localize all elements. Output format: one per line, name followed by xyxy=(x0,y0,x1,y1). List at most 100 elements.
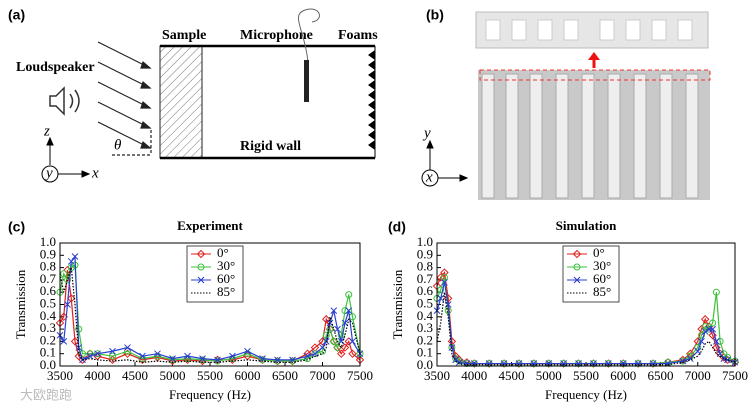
marker xyxy=(700,315,710,324)
marker xyxy=(274,357,281,365)
y-tick-label: 0.6 xyxy=(40,283,57,298)
axes-icon-b xyxy=(421,139,469,187)
marker xyxy=(709,319,717,327)
y-axis-label: Transmission xyxy=(13,269,28,339)
marker xyxy=(686,349,695,358)
y-tick-label: 0.7 xyxy=(40,271,57,286)
marker xyxy=(67,294,76,303)
marker xyxy=(724,356,731,364)
y-tick-label: 0.1 xyxy=(40,345,56,360)
marker xyxy=(437,294,445,302)
marker xyxy=(60,338,68,345)
marker xyxy=(341,307,349,315)
speaker-icon xyxy=(49,86,80,116)
legend-label: 0° xyxy=(593,245,605,260)
marker xyxy=(311,350,319,358)
marker xyxy=(229,352,236,360)
legend-label: 85° xyxy=(217,284,235,299)
plot-frame xyxy=(436,242,736,367)
marker xyxy=(337,331,345,339)
panel-label: (c) xyxy=(8,219,25,235)
x-tick-label: 6000 xyxy=(235,368,261,383)
marker xyxy=(259,356,266,364)
y-tick-label: 1.0 xyxy=(417,234,433,249)
legend-marker xyxy=(572,249,582,259)
panel-label: (b) xyxy=(426,7,444,23)
marker xyxy=(169,355,176,362)
legend-marker xyxy=(573,263,581,271)
marker xyxy=(448,344,456,351)
marker xyxy=(303,349,312,358)
structure-image xyxy=(475,11,711,200)
marker xyxy=(440,268,449,277)
marker xyxy=(75,325,83,333)
legend-label: 60° xyxy=(593,271,611,286)
series-line xyxy=(59,267,361,363)
x-tick-label: 6000 xyxy=(610,368,636,383)
x-tick-label: 3500 xyxy=(47,368,73,383)
series-line xyxy=(59,254,361,361)
marker xyxy=(214,356,221,364)
marker xyxy=(437,286,445,294)
marker xyxy=(712,343,721,352)
marker xyxy=(289,357,296,365)
x-tick-label: 7000 xyxy=(310,368,336,383)
marker xyxy=(79,350,86,358)
marker xyxy=(345,307,353,315)
x-tick-label: 6500 xyxy=(272,368,298,383)
marker xyxy=(701,328,709,335)
y-tick-label: 0.3 xyxy=(417,320,433,335)
y-tick-label: 0.7 xyxy=(417,271,434,286)
marker xyxy=(139,352,146,360)
panel-label: (a) xyxy=(8,7,25,23)
rigid-wall-label: Rigid wall xyxy=(240,139,301,154)
marker xyxy=(349,338,356,345)
marker xyxy=(697,331,705,339)
y-tick-label: 0.3 xyxy=(40,320,56,335)
y-tick-label: 0.6 xyxy=(417,283,434,298)
marker xyxy=(698,338,705,345)
marker xyxy=(71,253,79,260)
marker xyxy=(199,355,206,362)
marker xyxy=(440,273,448,281)
sample-label: Sample xyxy=(162,28,206,43)
marker xyxy=(326,325,334,333)
legend-label: 85° xyxy=(593,284,611,299)
marker xyxy=(109,352,116,360)
marker xyxy=(64,276,71,284)
y-tick-label: 0.5 xyxy=(40,295,56,310)
marker xyxy=(330,337,338,345)
marker xyxy=(337,349,346,358)
marker xyxy=(436,273,445,282)
marker xyxy=(708,331,717,340)
marker xyxy=(259,355,266,362)
axis-z-label: z xyxy=(43,123,50,139)
series-line xyxy=(59,264,361,362)
theta-label: θ xyxy=(114,137,122,153)
marker xyxy=(345,291,353,299)
marker xyxy=(334,344,341,352)
marker xyxy=(154,350,161,358)
y-tick-label: 1.0 xyxy=(40,234,56,249)
loudspeaker-label: Loudspeaker xyxy=(16,60,95,75)
y-tick-label: 0.2 xyxy=(417,332,433,347)
marker xyxy=(452,356,459,364)
y-tick-label: 0.5 xyxy=(417,295,433,310)
chart-title: Experiment xyxy=(177,218,243,233)
marker xyxy=(340,343,350,352)
marker xyxy=(709,325,717,333)
axis-x-label: x xyxy=(425,169,433,185)
y-tick-label: 0.9 xyxy=(417,246,433,261)
marker xyxy=(716,350,724,358)
marker xyxy=(322,338,330,345)
axis-x-label: x xyxy=(91,165,99,181)
marker xyxy=(334,325,341,333)
x-tick-label: 7500 xyxy=(347,368,373,383)
marker xyxy=(124,344,131,351)
x-tick-label: 4000 xyxy=(461,368,487,383)
waveguide xyxy=(159,8,376,160)
marker xyxy=(694,347,702,355)
marker xyxy=(348,349,357,358)
marker xyxy=(214,357,221,365)
x-tick-label: 6500 xyxy=(648,368,674,383)
